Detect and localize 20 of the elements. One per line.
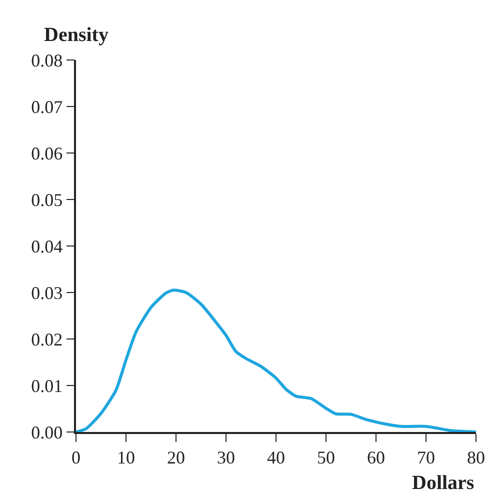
y-axis-title: Density bbox=[44, 24, 108, 46]
y-tick-label: 0.07 bbox=[31, 96, 63, 117]
x-tick-label: 10 bbox=[117, 447, 135, 468]
x-tick-label: 20 bbox=[167, 447, 185, 468]
y-tick-label: 0.05 bbox=[31, 190, 63, 210]
y-tick-label: 0.06 bbox=[31, 143, 63, 164]
x-tick-label: 60 bbox=[367, 447, 385, 468]
x-tick-label: 0 bbox=[72, 447, 80, 468]
x-tick-label: 80 bbox=[467, 447, 485, 468]
x-tick-label: 40 bbox=[267, 447, 285, 468]
y-tick-label: 0.00 bbox=[31, 422, 63, 442]
x-tick-label: 30 bbox=[217, 447, 235, 468]
x-tick-label: 70 bbox=[417, 447, 435, 468]
y-tick-label: 0.08 bbox=[31, 50, 63, 70]
x-tick-label: 50 bbox=[317, 447, 335, 468]
y-tick-label: 0.02 bbox=[31, 329, 63, 350]
y-tick-label: 0.03 bbox=[31, 282, 63, 303]
y-tick-label: 0.04 bbox=[31, 236, 63, 256]
y-tick-label: 0.01 bbox=[31, 376, 63, 396]
x-axis-title: Dollars bbox=[412, 472, 474, 494]
